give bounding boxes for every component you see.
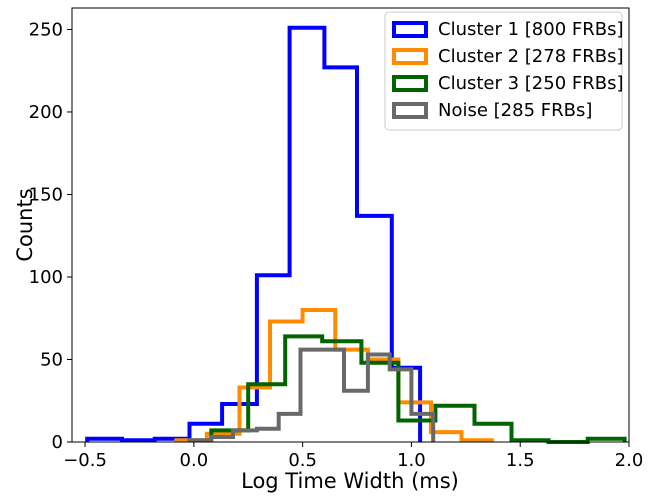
legend-swatch-2 — [392, 48, 428, 65]
axes-frame — [71, 7, 630, 443]
y-tick-label: 50 — [40, 349, 63, 370]
y-axis-title: Counts — [13, 188, 37, 261]
series-1-outline — [85, 25, 423, 443]
legend-label-3: Cluster 3 [250 FRBs] — [438, 73, 624, 94]
y-tick-label: 100 — [29, 267, 63, 288]
legend-label-1: Cluster 1 [800 FRBs] — [438, 19, 624, 40]
series-3-outline — [209, 334, 627, 444]
x-tick-label: 0.5 — [288, 450, 317, 471]
y-tick-label: 150 — [29, 184, 63, 205]
x-axis-title: Log Time Width (ms) — [241, 469, 459, 493]
y-tick-label: 200 — [29, 102, 63, 123]
axis-ticks: −0.5 0.0 0.5 1.0 1.5 2.0 0 50 100 150 200 250 — [29, 19, 644, 471]
x-tick-label: −0.5 — [63, 450, 107, 471]
legend-swatch-3 — [392, 75, 428, 92]
legend-swatch-1 — [392, 21, 428, 38]
x-tick-label: 1.5 — [506, 450, 535, 471]
legend-box — [384, 11, 623, 131]
legend: Cluster 1 [800 FRBs] Cluster 2 [278 FRBs]… — [384, 11, 624, 131]
legend-label-4: Noise [285 FRBs] — [438, 100, 592, 121]
plot-area — [85, 25, 627, 444]
legend-swatch-4 — [392, 102, 428, 119]
x-tick-label: 2.0 — [615, 450, 644, 471]
series-4-outline — [187, 347, 436, 443]
y-tick-label: 250 — [29, 19, 63, 40]
legend-label-2: Cluster 2 [278 FRBs] — [438, 46, 624, 67]
series-2-outline — [174, 308, 494, 443]
y-tick-label: 0 — [52, 432, 63, 453]
x-tick-label: 1.0 — [397, 450, 426, 471]
x-tick-label: 0.0 — [180, 450, 209, 471]
